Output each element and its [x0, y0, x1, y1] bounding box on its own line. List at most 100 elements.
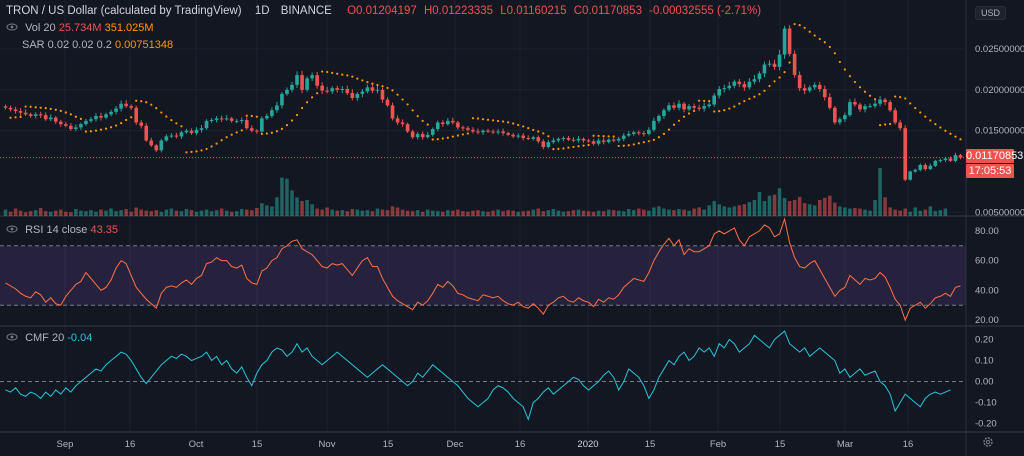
- rsi-band: [0, 245, 966, 306]
- candle-body: [265, 115, 269, 119]
- sar-dot: [592, 134, 595, 137]
- sar-dot: [9, 116, 12, 119]
- rsi-legend[interactable]: RSI 14 close 43.35: [6, 223, 118, 237]
- sar-dot: [305, 101, 309, 104]
- sar-dot: [265, 132, 268, 135]
- volume-bar: [838, 206, 842, 216]
- volume-bar: [129, 211, 133, 216]
- sar-dot: [215, 142, 218, 145]
- candle-body: [8, 107, 13, 110]
- sar-value: 0.00751348: [114, 39, 174, 51]
- candle-body: [782, 28, 787, 55]
- sar-dot: [939, 126, 942, 129]
- visibility-icon[interactable]: [6, 223, 18, 235]
- volume-bar: [345, 211, 350, 216]
- time-axis-label: 15: [383, 439, 394, 450]
- volume-bar: [23, 212, 28, 216]
- symbol-title[interactable]: TRON / US Dollar (calculated by TradingV…: [6, 5, 242, 17]
- sar-dot: [275, 130, 279, 133]
- sar-dot: [250, 114, 253, 118]
- volume-bar: [64, 211, 68, 216]
- volume-bar: [355, 209, 360, 216]
- candle-body: [903, 128, 908, 180]
- cmf-line: [5, 330, 951, 421]
- sar-dot: [235, 131, 238, 134]
- volume-bar: [787, 201, 792, 216]
- candle-body: [938, 160, 943, 162]
- sar-legend[interactable]: SAR 0.02 0.02 0.2 0.00751348: [22, 38, 173, 52]
- sar-dot: [803, 26, 806, 29]
- volume-bar: [59, 209, 63, 216]
- sar-dot: [768, 84, 771, 88]
- sar-dot: [160, 111, 163, 114]
- volume-bar: [873, 200, 877, 216]
- sar-dot: [280, 127, 284, 131]
- volume-bar: [8, 211, 13, 216]
- sar-dot: [637, 142, 640, 145]
- volume-bar: [395, 207, 400, 216]
- candle-body: [48, 117, 53, 120]
- interval-label[interactable]: 1D: [254, 5, 270, 17]
- candle-body: [320, 85, 324, 91]
- candle-body: [330, 88, 335, 92]
- volume-bar: [521, 211, 525, 216]
- candle-body: [174, 135, 179, 137]
- cmf-tick-label: 0.00: [975, 377, 994, 388]
- sar-dot: [738, 102, 741, 105]
- volume-bar: [797, 196, 802, 216]
- vol-legend[interactable]: Vol 20 25.734M 351.025M: [6, 21, 154, 35]
- candle-body: [516, 135, 520, 137]
- sar-dot: [642, 141, 645, 144]
- candle-body: [224, 118, 229, 120]
- gear-icon[interactable]: [982, 436, 994, 448]
- sar-dot: [818, 37, 821, 41]
- candle-body: [370, 87, 375, 91]
- volume-bar: [94, 211, 98, 216]
- sar-dot: [617, 144, 620, 148]
- volume-bar: [370, 211, 375, 216]
- volume-bar: [214, 210, 219, 216]
- candle-body: [189, 130, 194, 134]
- sar-dot: [833, 52, 836, 55]
- sar-dot: [311, 96, 314, 99]
- candle-body: [702, 106, 706, 109]
- sar-dot: [748, 97, 751, 100]
- volume-bar: [823, 197, 827, 216]
- candle-body: [662, 110, 666, 116]
- sar-dot: [125, 118, 128, 122]
- volume-bar: [878, 168, 882, 216]
- volume-bar: [782, 197, 787, 216]
- volume-bar: [627, 209, 631, 216]
- sar-dot: [552, 148, 555, 151]
- sar-dot: [230, 133, 233, 136]
- candle-body: [139, 122, 144, 126]
- candle-body: [305, 78, 309, 90]
- candle-body: [94, 115, 98, 120]
- rsi-line: [5, 217, 961, 322]
- candle-body: [762, 64, 767, 74]
- candle-body: [53, 117, 58, 122]
- sar-dot: [411, 109, 414, 112]
- volume-bar: [551, 209, 556, 216]
- volume-bar: [586, 211, 591, 216]
- candle-body: [285, 89, 289, 94]
- currency-button[interactable]: USD: [974, 6, 1006, 20]
- volume-bar: [506, 210, 510, 216]
- visibility-icon[interactable]: [6, 331, 18, 343]
- candle-body: [461, 127, 465, 129]
- sar-dot: [165, 115, 168, 118]
- rsi-tick-label: 40.00: [975, 285, 999, 296]
- visibility-icon[interactable]: [6, 21, 18, 33]
- candle-body: [124, 103, 128, 107]
- candle-body: [375, 89, 380, 91]
- sar-dot: [341, 73, 344, 76]
- time-axis-label: Oct: [189, 439, 204, 450]
- rsi-tick-label: 20.00: [975, 315, 999, 326]
- volume-bar: [657, 206, 661, 216]
- volume-bar: [722, 206, 727, 216]
- sar-dot: [481, 118, 485, 121]
- candle-body: [325, 90, 329, 92]
- time-axis-label: Dec: [447, 439, 464, 450]
- cmf-legend[interactable]: CMF 20 -0.04: [6, 331, 92, 345]
